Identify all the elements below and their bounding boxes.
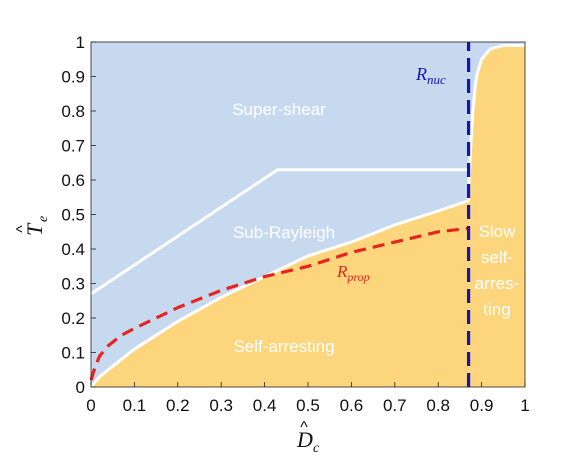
x-tick-label: 0.4 <box>253 396 277 415</box>
y-tick-label: 0.7 <box>61 137 85 156</box>
region-label-sub-rayleigh: Sub-Rayleigh <box>233 223 335 242</box>
x-tick-label: 1 <box>520 396 529 415</box>
region-label-self-arresting: Self-arresting <box>233 337 334 356</box>
arrest-boundary-line <box>89 199 470 388</box>
y-axis-label: T ^ e <box>14 216 51 236</box>
r-prop-label: Rprop <box>336 262 370 284</box>
r-nuc-label: Rnuc <box>415 64 446 87</box>
x-tick-label: 0.6 <box>340 396 364 415</box>
x-tick-label: 0.9 <box>470 396 494 415</box>
x-tick-label: 0.1 <box>123 396 147 415</box>
region-label-slow-4: ting <box>483 300 510 319</box>
plot-area: 0 0.1 0.2 0.3 0.4 0.5 0.6 0.7 0.8 0.9 1 0 0.1 0.2 0.3 0… <box>61 33 529 415</box>
y-tick-label: 0.4 <box>61 240 85 259</box>
y-tick-label: 0.3 <box>61 275 85 294</box>
slow-boundary-line <box>467 43 525 201</box>
region-label-super-shear: Super-shear <box>232 100 326 119</box>
region-label-slow-1: Slow <box>479 222 517 241</box>
chart-labels: Super-shear Sub-Rayleigh Self-arresting … <box>14 64 519 456</box>
svg-text:e: e <box>36 216 51 222</box>
y-tick-label: 0.8 <box>61 102 85 121</box>
slow-self-arresting-region <box>468 45 525 388</box>
x-tick-label: 0.3 <box>209 396 233 415</box>
svg-text:c: c <box>313 441 320 456</box>
x-tick-label: 0 <box>86 396 95 415</box>
svg-text:T: T <box>22 222 47 236</box>
svg-text:^: ^ <box>14 225 31 233</box>
region-label-slow-3: arres- <box>475 274 519 293</box>
y-tick-label: 0.2 <box>61 309 85 328</box>
x-tick-label: 0.5 <box>296 396 320 415</box>
region-label-slow-2: self- <box>481 248 513 267</box>
y-tick-label: 0.9 <box>61 68 85 87</box>
y-tick-label: 0.5 <box>61 206 85 225</box>
y-tick-label: 0 <box>76 378 85 397</box>
y-tick-label: 1 <box>76 33 85 52</box>
x-tick-label: 0.7 <box>383 396 407 415</box>
svg-text:D: D <box>296 427 313 452</box>
x-tick-label: 0.8 <box>426 396 450 415</box>
y-tick-label: 0.1 <box>61 344 85 363</box>
x-tick-label: 0.2 <box>166 396 190 415</box>
r-prop-curve <box>89 226 469 381</box>
x-axis-label: D ^ c <box>296 419 320 456</box>
y-tick-label: 0.6 <box>61 171 85 190</box>
rayleigh-boundary-line <box>90 168 469 296</box>
svg-text:^: ^ <box>300 419 308 436</box>
